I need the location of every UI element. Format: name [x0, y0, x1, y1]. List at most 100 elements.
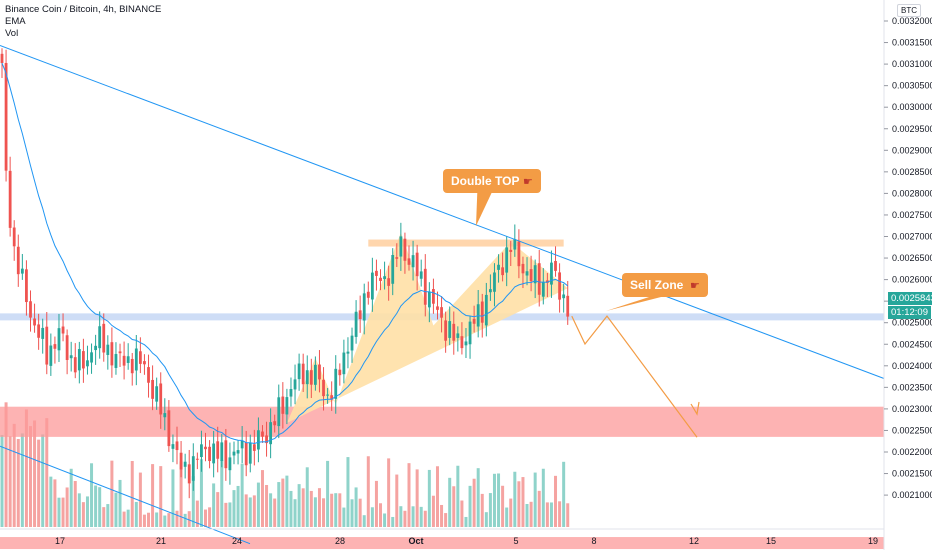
- candle-body: [297, 363, 301, 380]
- x-tick-label: 12: [689, 536, 699, 546]
- volume-bar: [513, 471, 517, 527]
- volume-bar: [260, 470, 264, 527]
- volume-bar: [248, 497, 252, 527]
- candle-body: [497, 264, 500, 270]
- volume-bar: [4, 402, 8, 527]
- volume-bar: [167, 513, 171, 527]
- volume-bar: [342, 507, 346, 527]
- candle-body: [122, 355, 126, 366]
- price-axis[interactable]: 0.0032000 0.0031500 0.0031000 0.0030500 0.00…: [883, 0, 932, 550]
- volume-bar: [346, 457, 350, 527]
- volume-bar: [285, 475, 289, 527]
- candle-body: [151, 379, 154, 399]
- y-tick-label: 0.0021500: [892, 469, 932, 479]
- volume-bar: [118, 479, 122, 527]
- double-top-callout-box: [443, 169, 541, 193]
- volume-bar: [533, 472, 537, 527]
- y-tick-label: 0.0029500: [892, 124, 932, 134]
- candle-body: [550, 262, 553, 285]
- y-tick-label: 0.0028000: [892, 188, 932, 198]
- candle-body: [37, 324, 41, 338]
- candle-body: [464, 341, 468, 346]
- y-tick-label: 0.0028500: [892, 167, 932, 177]
- candle-body: [452, 323, 456, 341]
- volume-bar: [350, 499, 354, 527]
- y-tick-label: 0.0022000: [892, 447, 932, 457]
- volume-bar: [468, 485, 472, 527]
- volume-bar: [33, 420, 37, 527]
- candle-body: [391, 254, 395, 284]
- volume-bar: [480, 493, 484, 527]
- candle-body: [175, 441, 179, 451]
- candle-body: [204, 446, 207, 450]
- volume-indicator-label[interactable]: Vol: [5, 28, 19, 39]
- candle-body: [313, 364, 317, 385]
- candle-body: [252, 444, 256, 451]
- candle-body: [558, 272, 561, 300]
- candle-body: [285, 397, 289, 415]
- candle-body: [86, 360, 89, 367]
- volume-bar: [497, 473, 501, 527]
- pointing-hand-icon: ☛: [523, 175, 533, 188]
- candle-body: [90, 352, 93, 363]
- double-top-callout-pointer: [476, 192, 492, 226]
- y-tick-label: 0.0031000: [892, 59, 932, 69]
- volume-bar: [16, 439, 20, 527]
- volume-bar: [37, 439, 41, 527]
- symbol-title: Binance Coin / Bitcoin, 4h, BINANCE: [5, 4, 162, 15]
- candle-body: [456, 333, 460, 338]
- candle-body: [236, 450, 240, 454]
- volume-bar: [187, 511, 191, 527]
- x-tick-label: 28: [335, 536, 345, 546]
- sell-zone-callout-pointer: [606, 296, 665, 311]
- candle-body: [167, 410, 171, 447]
- candle-body: [301, 363, 305, 385]
- time-axis[interactable]: 17 21 24 28 Oct 5 8 12 15 19: [0, 528, 884, 546]
- volume-bar: [273, 498, 277, 527]
- ema-indicator-label[interactable]: EMA: [5, 16, 26, 27]
- candle-body: [379, 277, 382, 281]
- volume-bar: [106, 504, 110, 527]
- volume-bar: [41, 434, 45, 527]
- volume-bar: [358, 498, 362, 527]
- volume-bar: [322, 498, 326, 527]
- volume-bar: [130, 460, 134, 527]
- candle-body: [415, 252, 419, 277]
- volume-bar: [293, 499, 297, 527]
- volume-bar: [362, 515, 366, 527]
- sell-zone-callout[interactable]: Sell Zone ☛: [606, 273, 708, 311]
- volume-bar: [183, 513, 187, 527]
- currency-badge[interactable]: BTC: [897, 4, 921, 17]
- candle-body: [20, 268, 24, 274]
- candle-body: [102, 323, 106, 353]
- volume-bar: [391, 516, 395, 527]
- y-tick-label: 0.0025000: [892, 318, 932, 328]
- volume-bar: [49, 476, 53, 527]
- volume-bar: [431, 495, 435, 527]
- candle-body: [505, 247, 509, 273]
- volume-bar: [419, 506, 423, 527]
- candle-body: [334, 368, 338, 399]
- volume-bar: [379, 503, 383, 527]
- candle-body: [383, 276, 386, 280]
- candle-body: [411, 255, 415, 268]
- volume-bar: [269, 493, 273, 527]
- volume-bar: [537, 490, 541, 527]
- volume-bar: [309, 490, 313, 527]
- volume-bar: [529, 501, 533, 527]
- candle-body: [159, 383, 163, 415]
- y-tick-label: 0.0030500: [892, 81, 932, 91]
- candle-body: [69, 355, 73, 359]
- volume-bars: [0, 402, 570, 527]
- candle-body: [468, 321, 472, 345]
- candle-body: [554, 260, 557, 271]
- candle-body: [216, 441, 220, 459]
- double-top-callout[interactable]: Double TOP ☛: [443, 169, 541, 226]
- volume-bar: [155, 512, 159, 527]
- candle-body: [277, 397, 281, 427]
- volume-bar: [277, 482, 281, 527]
- volume-bar: [448, 477, 452, 527]
- candle-body: [407, 258, 411, 265]
- candle-body: [73, 357, 77, 373]
